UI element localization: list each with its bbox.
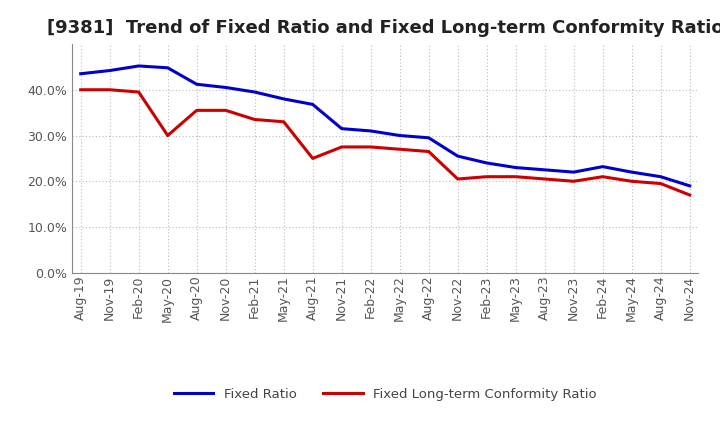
Fixed Ratio: [163, 65, 172, 70]
Fixed Ratio: [685, 183, 694, 188]
Fixed Long-term Conformity Ratio: [192, 108, 201, 113]
Fixed Long-term Conformity Ratio: [541, 176, 549, 182]
Fixed Long-term Conformity Ratio: [685, 192, 694, 198]
Fixed Ratio: [221, 85, 230, 90]
Fixed Ratio: [338, 126, 346, 131]
Fixed Long-term Conformity Ratio: [627, 179, 636, 184]
Fixed Long-term Conformity Ratio: [105, 87, 114, 92]
Fixed Long-term Conformity Ratio: [598, 174, 607, 180]
Fixed Ratio: [279, 96, 288, 102]
Fixed Ratio: [308, 102, 317, 107]
Fixed Long-term Conformity Ratio: [511, 174, 520, 180]
Fixed Ratio: [657, 174, 665, 180]
Fixed Ratio: [598, 164, 607, 169]
Legend: Fixed Ratio, Fixed Long-term Conformity Ratio: Fixed Ratio, Fixed Long-term Conformity …: [168, 382, 602, 406]
Fixed Ratio: [105, 68, 114, 73]
Fixed Long-term Conformity Ratio: [251, 117, 259, 122]
Fixed Ratio: [366, 128, 375, 134]
Fixed Long-term Conformity Ratio: [657, 181, 665, 186]
Fixed Long-term Conformity Ratio: [570, 179, 578, 184]
Fixed Long-term Conformity Ratio: [76, 87, 85, 92]
Fixed Long-term Conformity Ratio: [338, 144, 346, 150]
Fixed Ratio: [570, 169, 578, 175]
Fixed Ratio: [454, 154, 462, 159]
Fixed Long-term Conformity Ratio: [454, 176, 462, 182]
Fixed Long-term Conformity Ratio: [135, 89, 143, 95]
Fixed Ratio: [627, 169, 636, 175]
Fixed Long-term Conformity Ratio: [221, 108, 230, 113]
Fixed Ratio: [192, 82, 201, 87]
Fixed Long-term Conformity Ratio: [424, 149, 433, 154]
Fixed Long-term Conformity Ratio: [279, 119, 288, 125]
Fixed Ratio: [424, 135, 433, 140]
Fixed Long-term Conformity Ratio: [163, 133, 172, 138]
Line: Fixed Ratio: Fixed Ratio: [81, 66, 690, 186]
Fixed Ratio: [251, 89, 259, 95]
Fixed Long-term Conformity Ratio: [482, 174, 491, 180]
Fixed Ratio: [482, 160, 491, 165]
Fixed Ratio: [395, 133, 404, 138]
Line: Fixed Long-term Conformity Ratio: Fixed Long-term Conformity Ratio: [81, 90, 690, 195]
Fixed Long-term Conformity Ratio: [366, 144, 375, 150]
Title: [9381]  Trend of Fixed Ratio and Fixed Long-term Conformity Ratio: [9381] Trend of Fixed Ratio and Fixed Lo…: [47, 19, 720, 37]
Fixed Long-term Conformity Ratio: [395, 147, 404, 152]
Fixed Ratio: [135, 63, 143, 69]
Fixed Ratio: [511, 165, 520, 170]
Fixed Ratio: [541, 167, 549, 172]
Fixed Ratio: [76, 71, 85, 77]
Fixed Long-term Conformity Ratio: [308, 156, 317, 161]
